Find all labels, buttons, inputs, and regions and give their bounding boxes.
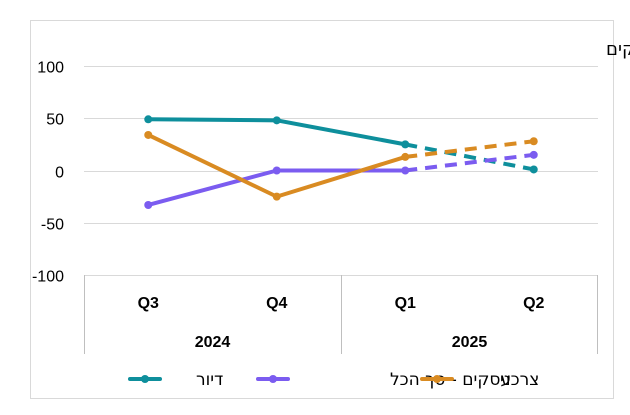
data-point bbox=[401, 140, 410, 149]
legend-label: צרכני bbox=[500, 370, 539, 390]
y-tick-label: 0 bbox=[55, 165, 64, 182]
legend-item: צרכני bbox=[420, 370, 539, 390]
chart-title: א. משקי בית וסה"כ עסקים bbox=[606, 39, 630, 60]
series-2 bbox=[144, 130, 538, 201]
legend-item: דיור bbox=[128, 370, 223, 390]
x-tick-label: Q2 bbox=[523, 295, 544, 312]
x-axis: Q3 Q4 Q1 Q2 2024 2025 bbox=[84, 275, 598, 354]
data-point bbox=[529, 137, 538, 146]
data-point bbox=[401, 152, 410, 161]
data-point bbox=[144, 115, 153, 124]
legend-marker bbox=[141, 375, 149, 383]
data-point bbox=[529, 165, 538, 174]
data-point bbox=[144, 130, 153, 139]
data-point bbox=[144, 200, 153, 209]
data-point bbox=[272, 166, 281, 175]
series-line-dashed bbox=[405, 139, 534, 159]
series-lines bbox=[144, 115, 538, 209]
series-0 bbox=[144, 115, 538, 174]
legend-label: דיור bbox=[196, 370, 223, 390]
legend-marker bbox=[269, 375, 277, 383]
x-tick-label: Q3 bbox=[138, 295, 159, 312]
y-tick-label: -100 bbox=[32, 269, 64, 286]
series-line-dashed bbox=[404, 142, 535, 172]
legend-marker bbox=[433, 375, 441, 383]
data-point bbox=[401, 166, 410, 175]
x-tick-label: Q1 bbox=[395, 295, 416, 312]
y-tick-label: 50 bbox=[46, 112, 64, 129]
data-point bbox=[529, 150, 538, 159]
data-point bbox=[272, 192, 281, 201]
x-tick-label: Q4 bbox=[266, 295, 287, 312]
year-label: 2025 bbox=[452, 334, 488, 351]
y-axis-ticks: 100 50 0 -50 -100 bbox=[32, 60, 64, 286]
series-line-dashed bbox=[405, 152, 534, 173]
data-point bbox=[272, 116, 281, 125]
y-tick-label: -50 bbox=[41, 217, 64, 234]
chart-frame bbox=[30, 20, 614, 399]
y-tick-label: 100 bbox=[37, 60, 64, 77]
year-label: 2024 bbox=[195, 334, 231, 351]
